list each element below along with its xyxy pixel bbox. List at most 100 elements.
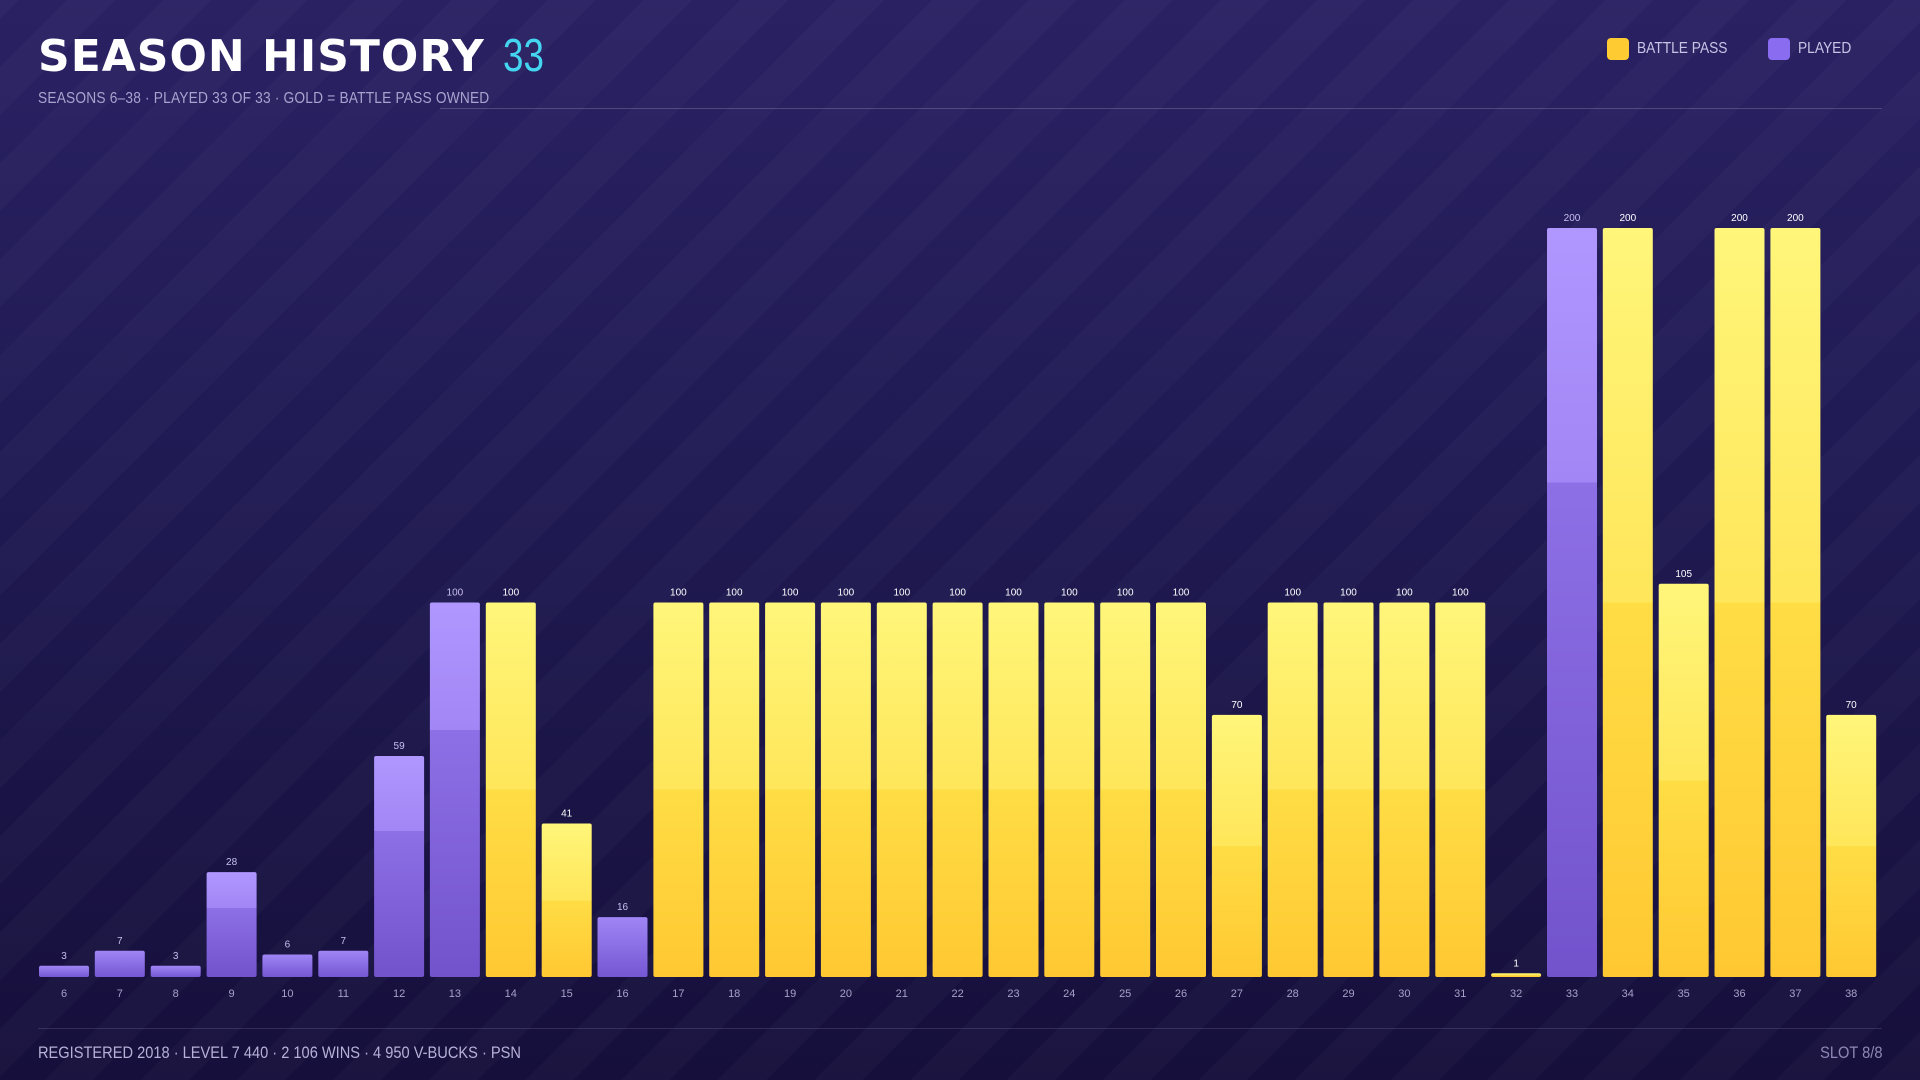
bar-season-19 (765, 602, 816, 977)
value-label-season-33: 200 (1564, 213, 1581, 224)
tick-label-season-12: 12 (393, 988, 405, 1000)
bar-season-38 (1826, 714, 1877, 977)
value-label-season-38: 70 (1846, 700, 1858, 711)
value-label-season-23: 100 (1005, 588, 1022, 599)
bar-season-7 (94, 950, 145, 977)
value-label-season-34: 200 (1619, 213, 1636, 224)
tick-label-season-18: 18 (728, 988, 740, 1000)
tick-label-season-23: 23 (1007, 988, 1019, 1000)
value-label-season-26: 100 (1173, 588, 1190, 599)
footer-divider (38, 1028, 1882, 1029)
value-label-season-8: 3 (173, 951, 179, 962)
bar-season-31 (1435, 602, 1486, 977)
bar-season-37 (1770, 228, 1821, 977)
legend: BATTLE PASS PLAYED (1606, 38, 1860, 60)
bars (39, 228, 1877, 977)
tick-label-season-10: 10 (281, 988, 293, 1000)
value-label-season-15: 41 (561, 809, 573, 820)
bar-season-25 (1100, 602, 1151, 977)
tick-label-season-30: 30 (1398, 988, 1410, 1000)
value-label-season-29: 100 (1340, 588, 1357, 599)
tick-label-season-28: 28 (1287, 988, 1299, 1000)
tick-label-season-8: 8 (173, 988, 179, 1000)
value-label-season-20: 100 (838, 588, 855, 599)
tick-label-season-13: 13 (449, 988, 461, 1000)
footer-stats: REGISTERED 2018 · LEVEL 7 440 · 2 106 WI… (38, 1043, 521, 1062)
bar-season-17 (653, 602, 704, 977)
value-label-season-37: 200 (1787, 213, 1804, 224)
value-label-season-24: 100 (1061, 588, 1078, 599)
value-label-season-7: 7 (117, 936, 123, 947)
bar-season-33 (1547, 228, 1597, 977)
tick-label-season-16: 16 (616, 988, 628, 1000)
value-label-season-12: 59 (394, 741, 406, 752)
value-label-season-27: 70 (1231, 700, 1243, 711)
legend-item-battle-pass: BATTLE PASS (1606, 38, 1742, 60)
bar-season-26 (1156, 602, 1206, 977)
bar-season-18 (709, 602, 760, 977)
tick-label-season-35: 35 (1678, 988, 1690, 1000)
bar-season-6 (39, 965, 89, 977)
value-label-season-10: 6 (285, 940, 291, 951)
battle-pass-swatch (1606, 38, 1629, 60)
tick-label-season-7: 7 (117, 988, 123, 1000)
page-title: SEASON HISTORY (38, 31, 485, 82)
bar-season-32 (1491, 973, 1542, 977)
tick-label-season-38: 38 (1845, 988, 1857, 1000)
bar-season-35 (1658, 583, 1709, 977)
value-label-season-28: 100 (1284, 588, 1301, 599)
value-labels: 3 7 3 28 6 7 59 100 100 41 16 100 100 100 100 100 100 100… (61, 213, 1857, 969)
bar-season-20 (820, 602, 871, 977)
legend-label-played: PLAYED (1798, 40, 1852, 57)
value-label-season-18: 100 (726, 588, 743, 599)
page-subtitle: SEASONS 6–38 · PLAYED 33 OF 33 · GOLD = … (38, 90, 490, 107)
tick-label-season-19: 19 (784, 988, 796, 1000)
season-count: 33 (502, 29, 544, 81)
bar-season-23 (988, 602, 1039, 977)
tick-label-season-9: 9 (229, 988, 235, 1000)
tick-label-season-32: 32 (1510, 988, 1522, 1000)
value-label-season-11: 7 (341, 936, 347, 947)
bar-season-34 (1602, 228, 1653, 977)
value-label-season-16: 16 (617, 902, 629, 913)
tick-label-season-29: 29 (1342, 988, 1354, 1000)
value-label-season-17: 100 (670, 588, 687, 599)
tick-label-season-11: 11 (338, 988, 349, 1000)
value-label-season-32: 1 (1513, 958, 1519, 969)
bar-season-29 (1323, 602, 1374, 977)
tick-label-season-17: 17 (672, 988, 684, 1000)
x-tick-labels: 6 7 8 9 10 11 12 13 14 15 16 17 18 19 20 21 22 23 24 25 26 27… (61, 988, 1857, 1000)
bar-season-21 (876, 602, 927, 977)
bar-season-8 (150, 965, 201, 977)
value-label-season-6: 3 (61, 951, 67, 962)
bar-season-9 (206, 872, 257, 977)
value-label-season-19: 100 (782, 588, 799, 599)
tick-label-season-36: 36 (1733, 988, 1745, 1000)
value-label-season-13: 100 (447, 588, 464, 599)
tick-label-season-22: 22 (951, 988, 963, 1000)
value-label-season-9: 28 (226, 857, 238, 868)
title-row: SEASON HISTORY 33 (38, 28, 1882, 82)
tick-label-season-15: 15 (561, 988, 573, 1000)
bar-season-10 (262, 954, 313, 977)
tick-label-season-27: 27 (1231, 988, 1243, 1000)
bar-season-14 (485, 602, 536, 977)
header: SEASON HISTORY 33 SEASONS 6–38 · PLAYED … (38, 28, 1882, 108)
tick-label-season-25: 25 (1119, 988, 1131, 1000)
bar-season-24 (1044, 602, 1095, 977)
bar-season-22 (932, 602, 983, 977)
value-label-season-36: 200 (1731, 213, 1748, 224)
tick-label-season-6: 6 (61, 988, 67, 1000)
bar-season-36 (1714, 228, 1765, 977)
value-label-season-25: 100 (1117, 588, 1134, 599)
bar-season-12 (374, 756, 425, 977)
value-label-season-22: 100 (949, 588, 966, 599)
slot-indicator: SLOT 8/8 (1819, 1043, 1882, 1062)
value-label-season-35: 105 (1675, 569, 1692, 580)
bar-season-27 (1211, 714, 1262, 977)
tick-label-season-31: 31 (1454, 988, 1466, 1000)
tick-label-season-34: 34 (1622, 988, 1634, 1000)
bar-season-28 (1267, 602, 1318, 977)
legend-label-battle-pass: BATTLE PASS (1636, 40, 1728, 57)
